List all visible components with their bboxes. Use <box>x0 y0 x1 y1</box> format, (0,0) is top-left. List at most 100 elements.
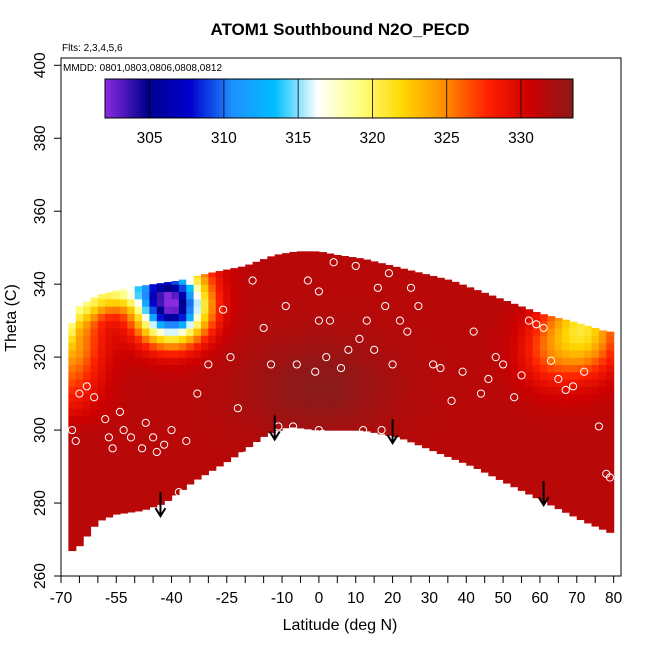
surface-cell <box>363 393 372 402</box>
observation-point <box>561 385 570 395</box>
surface-cell <box>348 386 357 395</box>
surface-cell <box>348 357 357 366</box>
surface-cell <box>473 400 482 409</box>
observation-point <box>429 360 438 369</box>
observation-point <box>469 327 478 336</box>
colorbar-swatch <box>186 79 191 118</box>
surface-cell <box>414 320 423 329</box>
colorbar-swatch <box>260 79 264 118</box>
surface-cell <box>569 503 578 511</box>
surface-cell <box>458 342 467 351</box>
surface-cell <box>208 415 217 424</box>
surface-cell <box>97 481 106 490</box>
surface-cell <box>119 473 128 482</box>
surface-cell <box>289 371 298 380</box>
surface-cell <box>451 306 460 314</box>
colorbar-swatch <box>160 79 164 118</box>
surface-cell <box>119 415 128 424</box>
surface-cell <box>363 415 372 424</box>
surface-cell <box>510 408 519 417</box>
y-tick-label: 320 <box>32 344 49 370</box>
surface-cell <box>127 451 136 460</box>
surface-cell <box>318 276 327 285</box>
surface-cell <box>584 503 593 511</box>
surface-cell <box>363 335 372 344</box>
surface-cell <box>473 364 482 373</box>
surface-cell <box>392 313 401 322</box>
surface-cell <box>105 400 114 409</box>
surface-cell <box>525 393 534 402</box>
surface-cell <box>134 451 143 460</box>
surface-cell <box>422 327 431 336</box>
surface-cell <box>304 262 313 271</box>
surface-cell <box>208 327 217 336</box>
surface-cell <box>142 503 151 510</box>
surface-cell <box>142 327 151 336</box>
observation-point <box>344 345 353 354</box>
surface-cell <box>355 284 364 293</box>
surface-cell <box>451 291 460 300</box>
surface-cell <box>208 342 217 351</box>
surface-cell <box>532 466 541 475</box>
observation-point <box>421 265 430 274</box>
surface-cell <box>208 393 217 402</box>
surface-cell <box>466 349 475 358</box>
surface-cell <box>215 335 224 344</box>
surface-cell <box>267 349 276 358</box>
surface-cell <box>562 430 571 438</box>
surface-cell <box>473 313 482 322</box>
colorbar-swatch <box>450 79 454 118</box>
surface-cell <box>606 408 615 417</box>
surface-cell <box>245 320 254 329</box>
surface-cell <box>436 342 445 351</box>
surface-cell <box>554 327 563 336</box>
colorbar-swatch <box>143 79 147 118</box>
surface-cell <box>178 386 187 395</box>
colorbar-swatch <box>189 79 194 118</box>
surface-cell <box>259 349 268 358</box>
surface-cell <box>576 495 585 504</box>
surface-cell <box>178 335 187 344</box>
surface-cell <box>90 510 99 519</box>
observation-point <box>359 425 368 435</box>
observation-point <box>182 436 191 446</box>
surface-cell <box>370 262 379 271</box>
surface-cell <box>495 422 504 431</box>
surface-cell <box>112 437 121 446</box>
observation-point <box>115 407 125 416</box>
surface-cell <box>149 473 158 482</box>
surface-cell <box>193 276 202 285</box>
surface-cell <box>436 357 445 366</box>
surface-cell <box>171 335 180 344</box>
surface-cell <box>105 306 114 314</box>
surface-cell <box>127 364 136 373</box>
surface-cell <box>68 539 77 548</box>
observation-point <box>351 261 360 271</box>
surface-cell <box>208 284 217 293</box>
observation-point <box>71 436 80 446</box>
surface-cell <box>178 422 187 431</box>
surface-cell <box>569 335 578 344</box>
surface-cell <box>525 335 534 344</box>
surface-cell <box>525 379 534 387</box>
surface-cell <box>68 357 77 366</box>
surface-cell <box>289 251 298 256</box>
surface-cell <box>208 437 217 446</box>
surface-cell <box>142 342 151 351</box>
surface-cell <box>68 327 77 336</box>
surface-cell <box>333 335 342 344</box>
surface-cell <box>178 466 187 475</box>
surface-cell <box>304 254 313 263</box>
observation-point <box>447 396 456 405</box>
surface-cell <box>171 349 180 358</box>
surface-cell <box>156 466 165 475</box>
colorbar-swatch <box>494 79 498 118</box>
surface-cell <box>296 306 305 314</box>
surface-cell <box>385 342 394 351</box>
surface-cell <box>341 357 349 366</box>
observation-point <box>605 473 615 482</box>
surface-cell <box>547 393 556 402</box>
surface-cell <box>127 306 136 314</box>
surface-cell <box>510 451 519 460</box>
surface-cell <box>554 430 563 438</box>
